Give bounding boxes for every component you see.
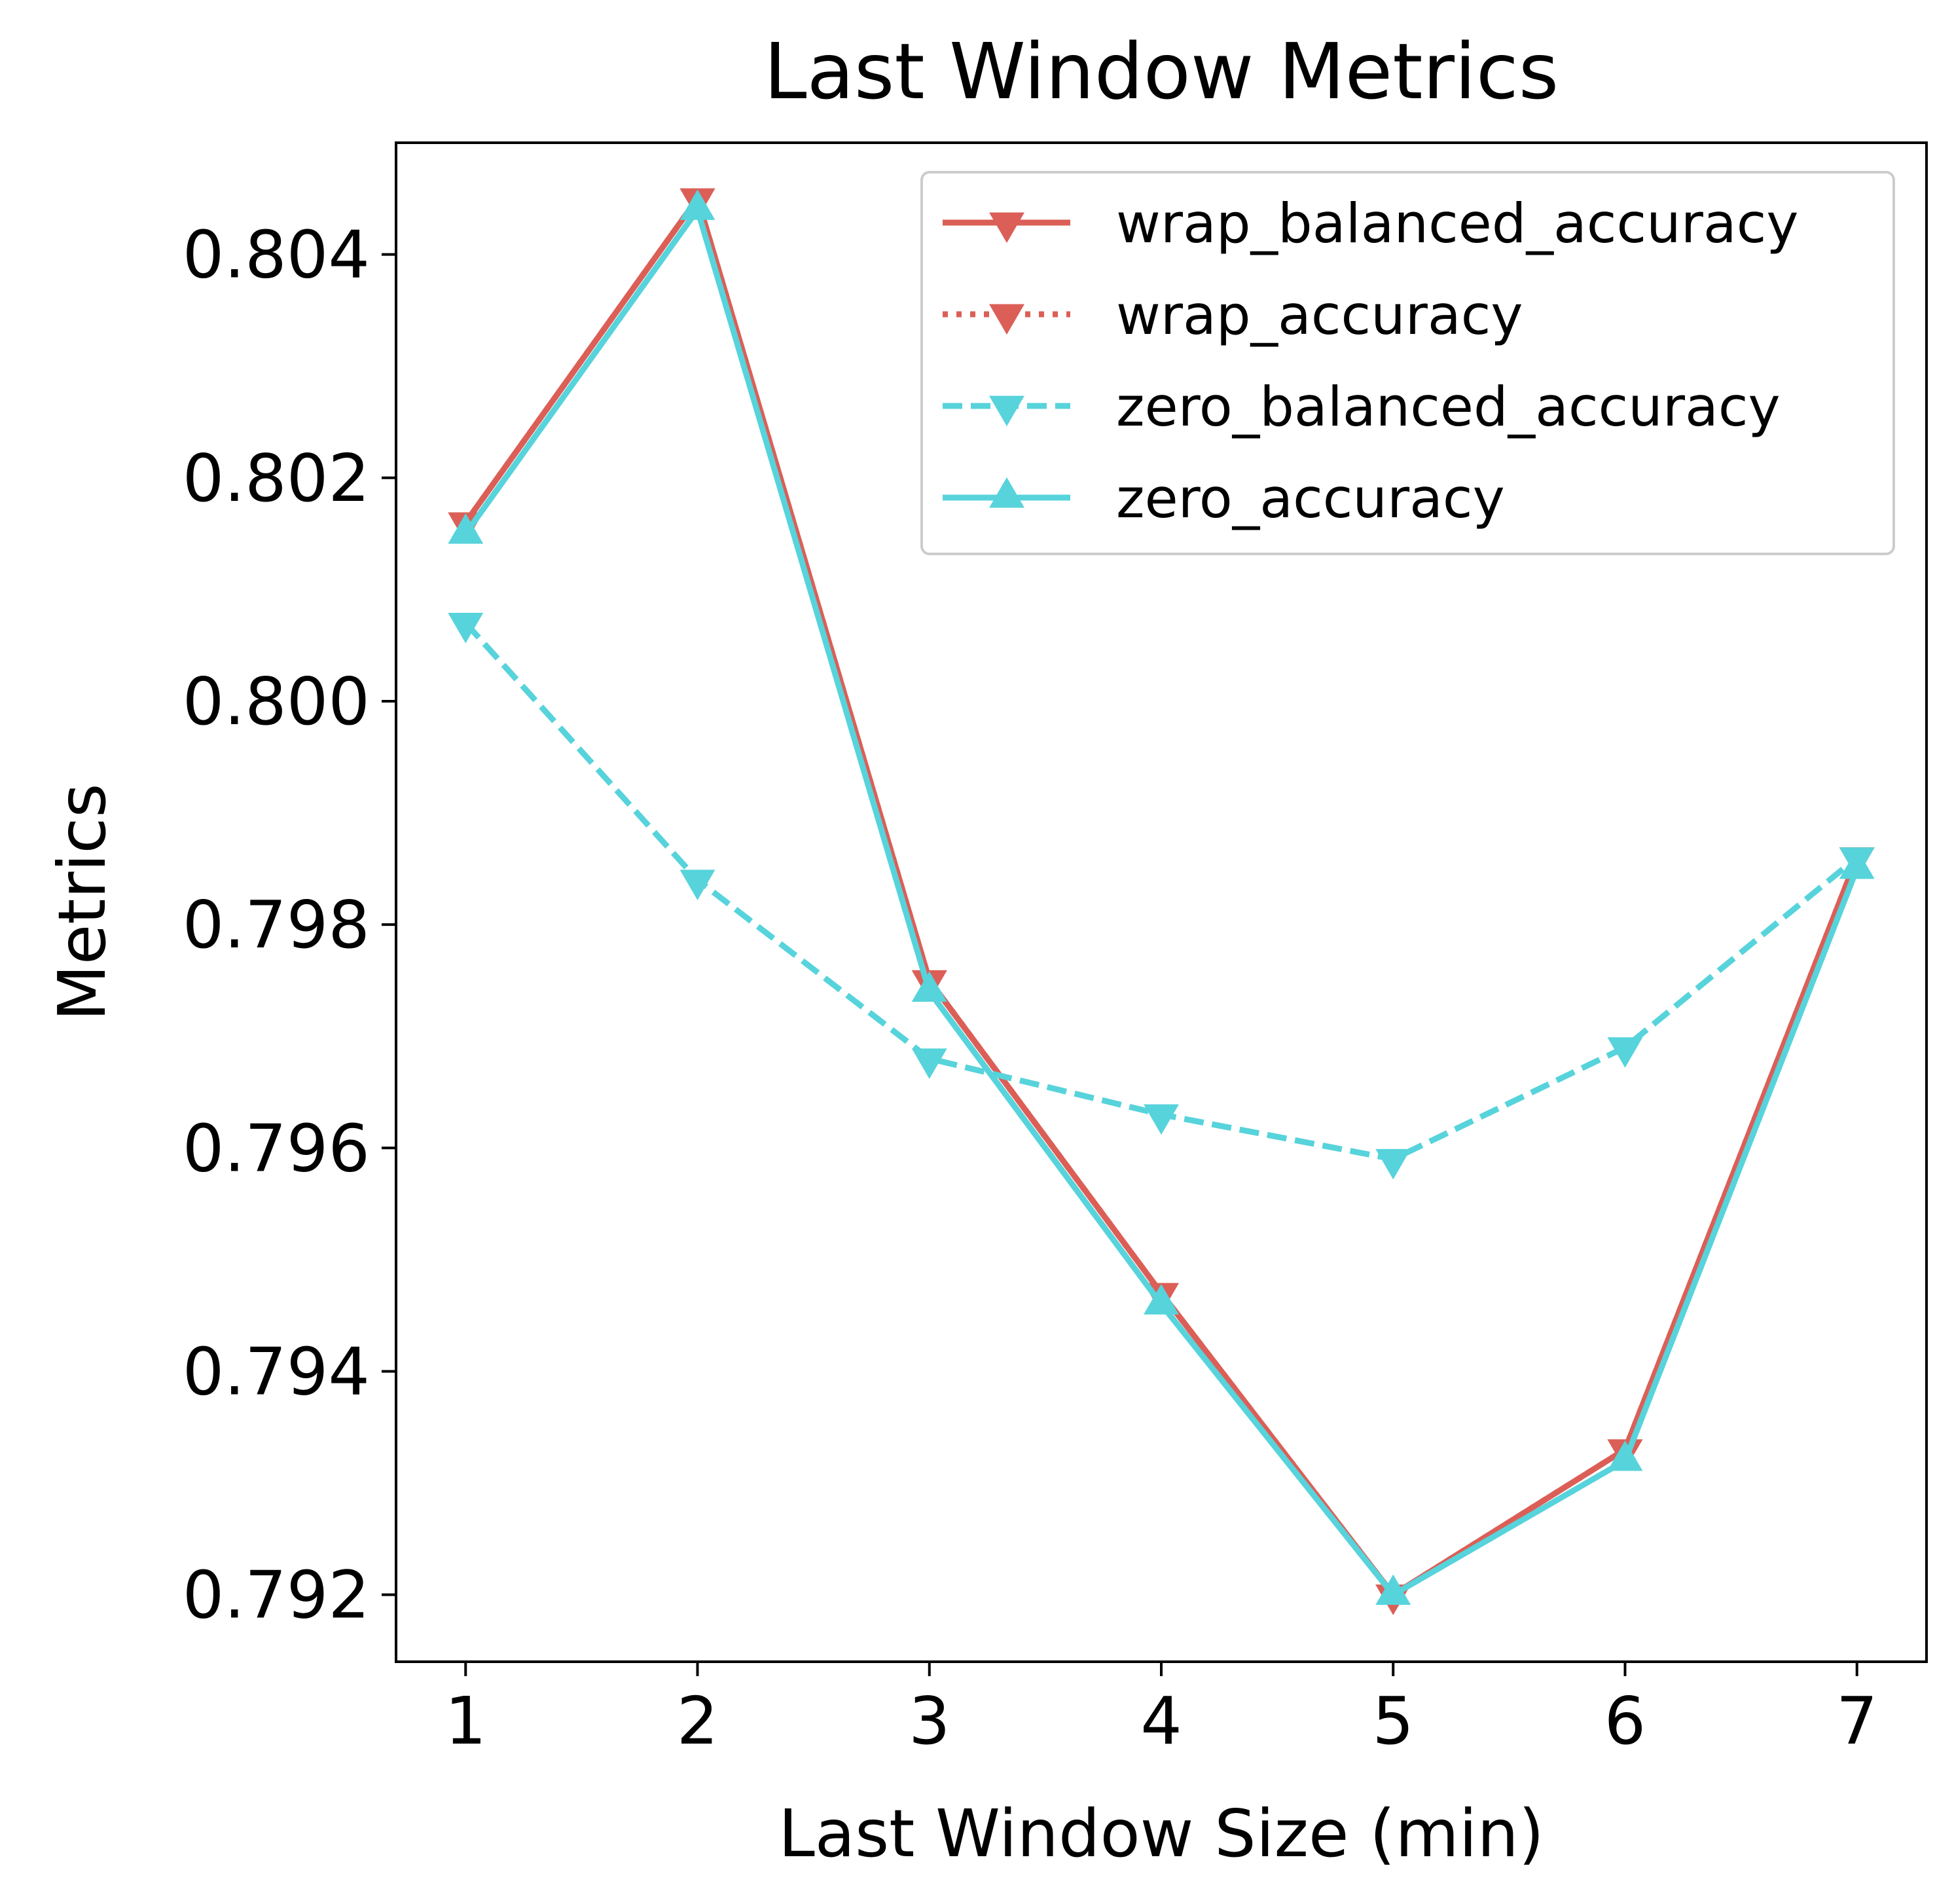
data-point: [1607, 1440, 1643, 1471]
series-zero-accuracy: [448, 189, 1875, 1605]
legend: wrap_balanced_accuracy wrap_accuracy zero_…: [920, 171, 1895, 555]
legend-marker: [989, 304, 1024, 335]
data-point: [911, 971, 947, 1002]
data-point: [679, 189, 715, 220]
x-tick-label: 1: [444, 1683, 486, 1759]
legend-marker: [989, 395, 1024, 426]
legend-marker: [989, 212, 1024, 243]
plot-marks: [448, 188, 1875, 1615]
y-tick-label: 0.792: [183, 1557, 370, 1634]
series-line: [463, 621, 1859, 1162]
legend-label: wrap_accuracy: [1116, 284, 1523, 347]
data-point: [1144, 1104, 1179, 1135]
x-tick-label: 5: [1372, 1683, 1414, 1759]
x-tick-label: 7: [1836, 1683, 1878, 1759]
data-point: [1607, 1037, 1643, 1068]
data-point: [911, 1048, 947, 1079]
y-tick-label: 0.804: [183, 217, 370, 293]
legend-label: wrap_balanced_accuracy: [1116, 192, 1799, 255]
data-point: [448, 513, 484, 544]
chart-title: Last Window Metrics: [764, 26, 1559, 117]
y-tick-label: 0.798: [183, 887, 370, 963]
legend-marker: [989, 477, 1024, 508]
data-point: [1375, 1148, 1411, 1180]
y-tick-label: 0.802: [183, 440, 370, 517]
data-point: [448, 613, 484, 644]
x-axis-label: Last Window Size (min): [778, 1795, 1544, 1872]
data-point: [1144, 1284, 1179, 1315]
y-axis-label: Metrics: [44, 784, 120, 1021]
data-point: [1375, 1574, 1411, 1605]
y-axis: 0.792 0.794 0.796 0.798 0.800 0.802 0.804: [183, 217, 396, 1634]
x-axis: 1 2 3 4 5 6 7: [444, 1662, 1878, 1759]
legend-label: zero_accuracy: [1116, 467, 1505, 530]
x-tick-label: 6: [1604, 1683, 1646, 1759]
legend-box: [920, 171, 1895, 555]
y-tick-label: 0.800: [183, 663, 370, 740]
x-tick-label: 4: [1140, 1683, 1182, 1759]
x-tick-label: 2: [677, 1683, 719, 1759]
data-point: [1839, 848, 1875, 879]
series-zero-balanced-accuracy: [448, 613, 1875, 1180]
y-tick-label: 0.796: [183, 1110, 370, 1186]
legend-label: zero_balanced_accuracy: [1116, 375, 1781, 439]
data-point: [679, 870, 715, 900]
y-tick-label: 0.794: [183, 1333, 370, 1410]
x-tick-label: 3: [909, 1683, 950, 1759]
